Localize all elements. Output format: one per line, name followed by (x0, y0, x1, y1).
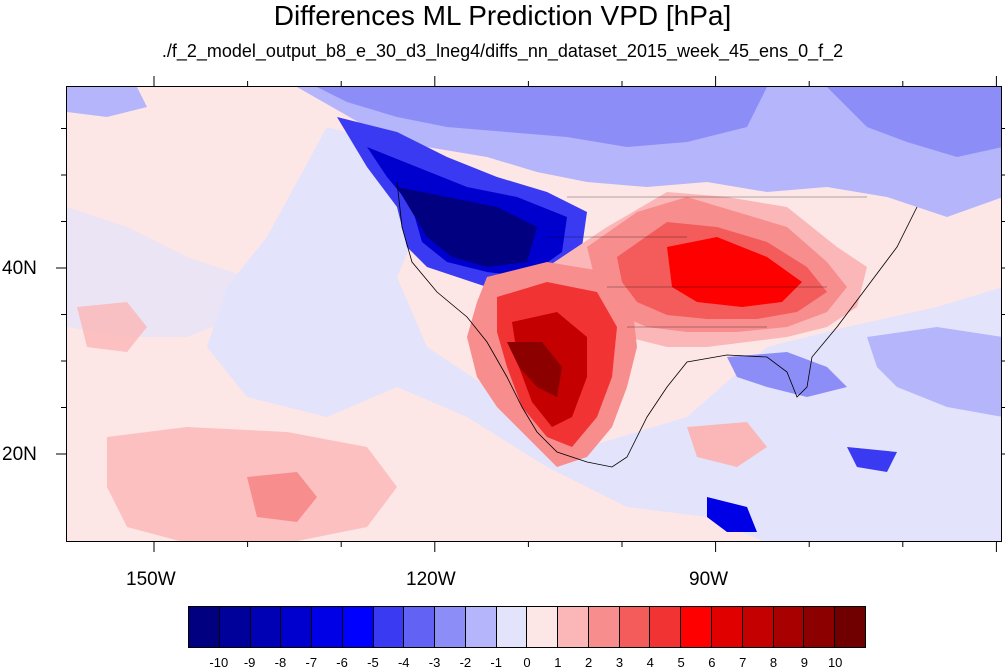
colorbar-swatch (250, 607, 282, 647)
colorbar-swatch (527, 607, 559, 647)
colorbar-swatch (835, 607, 865, 647)
colorbar (188, 606, 866, 648)
colorbar-label: 7 (739, 655, 747, 670)
colorbar-swatch (558, 607, 589, 647)
colorbar-label: -4 (397, 655, 410, 670)
lon-tick-label-120w: 120W (406, 569, 456, 590)
colorbar-label: 4 (646, 655, 654, 670)
colorbar-swatches (188, 606, 866, 648)
colorbar-swatch (219, 607, 251, 647)
colorbar-swatch (281, 607, 313, 647)
vpd-difference-map (67, 87, 1001, 541)
colorbar-label: 5 (677, 655, 685, 670)
colorbar-swatch (404, 607, 436, 647)
colorbar-swatch (465, 607, 497, 647)
lat-tick-label-40n: 40N (2, 258, 37, 279)
lon-tick-label-150w: 150W (126, 569, 176, 590)
colorbar-label: -7 (305, 655, 318, 670)
colorbar-label: 3 (615, 655, 624, 670)
colorbar-swatch (496, 607, 528, 647)
colorbar-swatch (373, 607, 405, 647)
colorbar-label: -5 (367, 655, 379, 670)
colorbar-label: 2 (585, 655, 593, 670)
colorbar-label: 1 (554, 655, 562, 670)
colorbar-swatch (681, 607, 713, 647)
colorbar-label: -1 (490, 655, 502, 670)
chart-subtitle: ./f_2_model_output_b8_e_30_d3_lneg4/diff… (161, 41, 844, 61)
colorbar-label: 8 (769, 655, 778, 670)
colorbar-label: 0 (523, 655, 531, 670)
colorbar-swatch (773, 607, 805, 647)
colorbar-swatch (189, 607, 220, 647)
colorbar-label: -9 (243, 655, 256, 670)
colorbar-swatch (650, 607, 682, 647)
colorbar-swatch (742, 607, 774, 647)
colorbar-swatch (804, 607, 836, 647)
map-panel (66, 86, 1002, 542)
colorbar-swatch (342, 607, 374, 647)
colorbar-swatch (712, 607, 743, 647)
colorbar-label: 9 (800, 655, 808, 670)
colorbar-label: -3 (428, 655, 441, 670)
colorbar-label: -6 (336, 655, 348, 670)
colorbar-label: 6 (708, 655, 716, 670)
chart-title: Differences ML Prediction VPD [hPa] (273, 0, 732, 31)
colorbar-swatch (312, 607, 343, 647)
colorbar-label: -10 (209, 655, 229, 670)
colorbar-label: -2 (459, 655, 472, 670)
colorbar-swatch (619, 607, 651, 647)
colorbar-swatch (588, 607, 620, 647)
lon-tick-label-90w: 90W (689, 569, 729, 590)
colorbar-swatch (435, 607, 466, 647)
lat-tick-label-20n: 20N (2, 444, 37, 465)
colorbar-label: 10 (827, 655, 843, 670)
colorbar-label: -8 (274, 655, 287, 670)
